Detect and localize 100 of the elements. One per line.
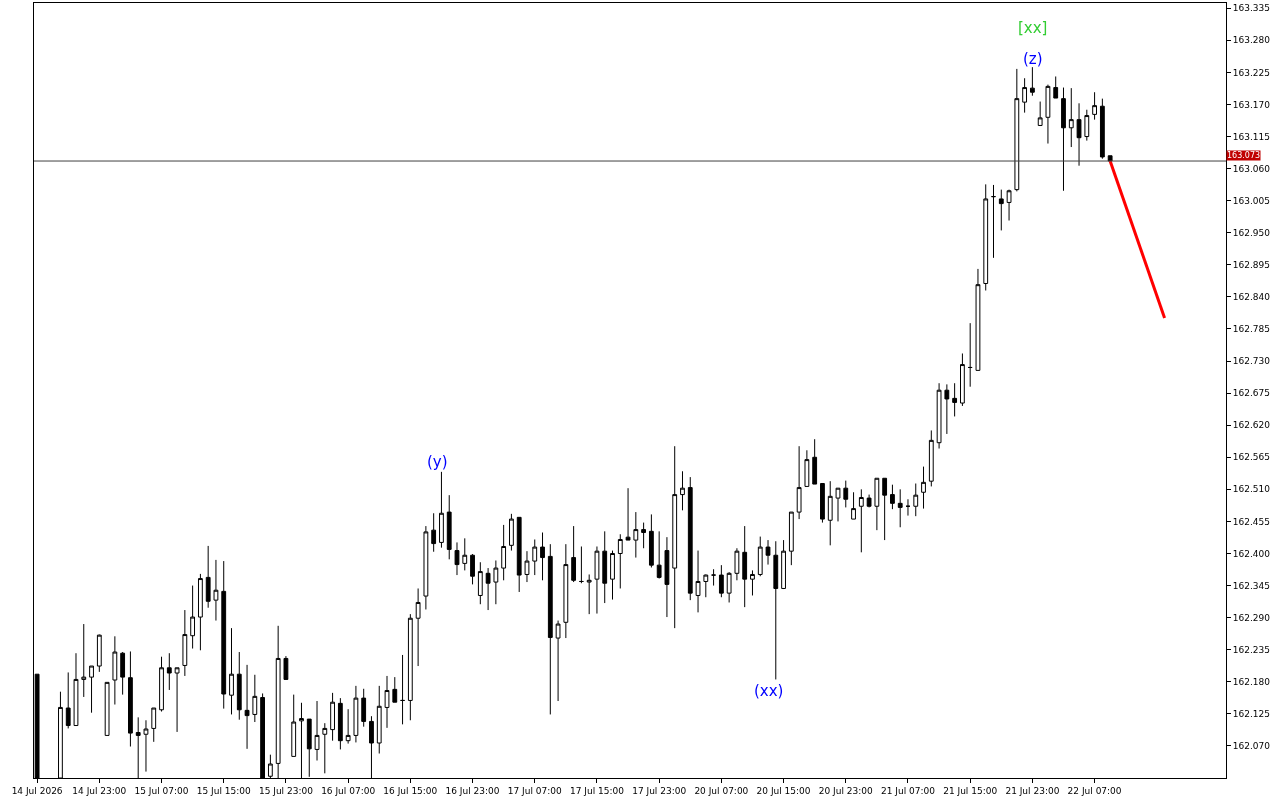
y-tick-label: 162.785 — [1232, 324, 1271, 335]
candlestick — [314, 700, 320, 762]
candlestick — [182, 609, 188, 677]
x-tick-label: 17 Jul 07:00 — [507, 785, 562, 796]
candlestick — [960, 352, 965, 407]
annotation: (z) — [1023, 50, 1043, 68]
candlestick — [477, 561, 483, 605]
candlestick — [781, 539, 786, 590]
x-tick-label: 20 Jul 07:00 — [694, 785, 749, 796]
candlestick — [330, 692, 335, 742]
candlestick — [205, 545, 211, 609]
x-tick-label: 15 Jul 23:00 — [258, 785, 314, 796]
annotation: [xx] — [1018, 19, 1048, 37]
candlestick — [439, 471, 444, 549]
y-tick-label: 162.895 — [1232, 259, 1271, 270]
annotation: (y) — [427, 453, 448, 471]
candlestick — [532, 538, 538, 576]
candlestick — [843, 480, 849, 508]
x-tick-label: 21 Jul 07:00 — [880, 785, 936, 796]
x-tick-label: 20 Jul 15:00 — [756, 785, 811, 796]
candlestick — [524, 550, 530, 583]
candlestick — [96, 634, 102, 673]
candlestick — [827, 480, 833, 546]
candlestick — [851, 491, 856, 520]
candlestick — [1084, 109, 1090, 142]
candlestick — [633, 511, 639, 559]
candlestick — [384, 675, 390, 729]
candlestick — [602, 530, 608, 604]
candlestick — [540, 532, 545, 581]
y-tick-label: 162.455 — [1232, 516, 1271, 527]
x-tick-label: 21 Jul 15:00 — [943, 785, 998, 796]
candlestick — [1076, 102, 1082, 167]
candlestick — [1045, 84, 1051, 145]
x-tick-label: 21 Jul 23:00 — [1005, 785, 1060, 796]
candlestick — [462, 537, 468, 571]
candlestick — [446, 494, 452, 560]
candlestick — [874, 477, 880, 531]
candlestick — [757, 536, 763, 577]
candlestick — [361, 688, 367, 728]
candlestick — [858, 488, 864, 553]
candlestick — [594, 545, 600, 615]
candlestick — [983, 183, 989, 291]
candlestick — [648, 513, 654, 568]
y-tick-label: 162.510 — [1232, 484, 1271, 495]
candlestick — [991, 184, 996, 259]
x-tick-label: 20 Jul 23:00 — [818, 785, 874, 796]
candlestick — [835, 487, 841, 522]
x-tick-label: 16 Jul 23:00 — [445, 785, 500, 796]
candlestick — [1029, 66, 1035, 97]
candlestick — [765, 539, 771, 566]
candlestick — [952, 382, 958, 417]
candlestick — [1006, 189, 1012, 222]
candlestick — [244, 664, 250, 750]
candlestick — [337, 697, 343, 750]
candlestick — [944, 383, 950, 435]
candlestick — [81, 623, 87, 698]
x-tick-label: 14 Jul 23:00 — [72, 785, 127, 796]
candlestick — [687, 476, 693, 601]
candlestick — [625, 487, 631, 541]
y-tick-label: 162.950 — [1232, 227, 1271, 238]
x-tick-label: 15 Jul 07:00 — [134, 785, 189, 796]
candlestick — [1037, 101, 1043, 127]
candlestick — [913, 483, 919, 517]
candlestick — [236, 651, 242, 721]
candlestick — [656, 530, 662, 580]
candlestick — [1068, 87, 1074, 148]
x-tick-label: 15 Jul 15:00 — [196, 785, 251, 796]
candlestick — [392, 676, 398, 703]
y-tick-label: 162.125 — [1232, 709, 1271, 719]
candlestick — [1014, 68, 1020, 192]
candlestick — [353, 685, 359, 743]
candlestick — [400, 654, 405, 725]
candlestick — [882, 477, 888, 541]
candlestick — [1061, 87, 1066, 192]
candlestick — [555, 620, 561, 702]
candlestick — [345, 708, 351, 745]
candlestick — [73, 652, 79, 727]
y-tick-label: 162.235 — [1232, 644, 1271, 655]
candlestick — [89, 665, 94, 714]
candlestick — [812, 438, 818, 485]
y-tick-label: 163.060 — [1232, 163, 1271, 174]
candlestick — [509, 513, 514, 552]
candlestick — [617, 533, 623, 589]
x-tick-label: 22 Jul 07:00 — [1067, 785, 1122, 796]
candlestick — [921, 466, 926, 510]
candlestick — [547, 543, 553, 715]
candlestick — [695, 550, 701, 613]
y-tick-label: 162.070 — [1232, 741, 1271, 752]
candlestick — [229, 627, 234, 715]
candlestick — [190, 585, 196, 650]
y-tick-label: 162.675 — [1232, 388, 1271, 399]
y-tick-label: 162.620 — [1232, 420, 1271, 431]
candlestick — [796, 445, 802, 520]
y-tick-label: 163.170 — [1232, 99, 1271, 110]
candlestick — [1092, 91, 1097, 121]
y-tick-label: 163.115 — [1232, 131, 1271, 142]
candlestick — [283, 655, 289, 680]
candlestick — [65, 671, 71, 729]
y-tick-label: 162.400 — [1232, 548, 1271, 559]
y-tick-label: 162.180 — [1232, 676, 1271, 687]
